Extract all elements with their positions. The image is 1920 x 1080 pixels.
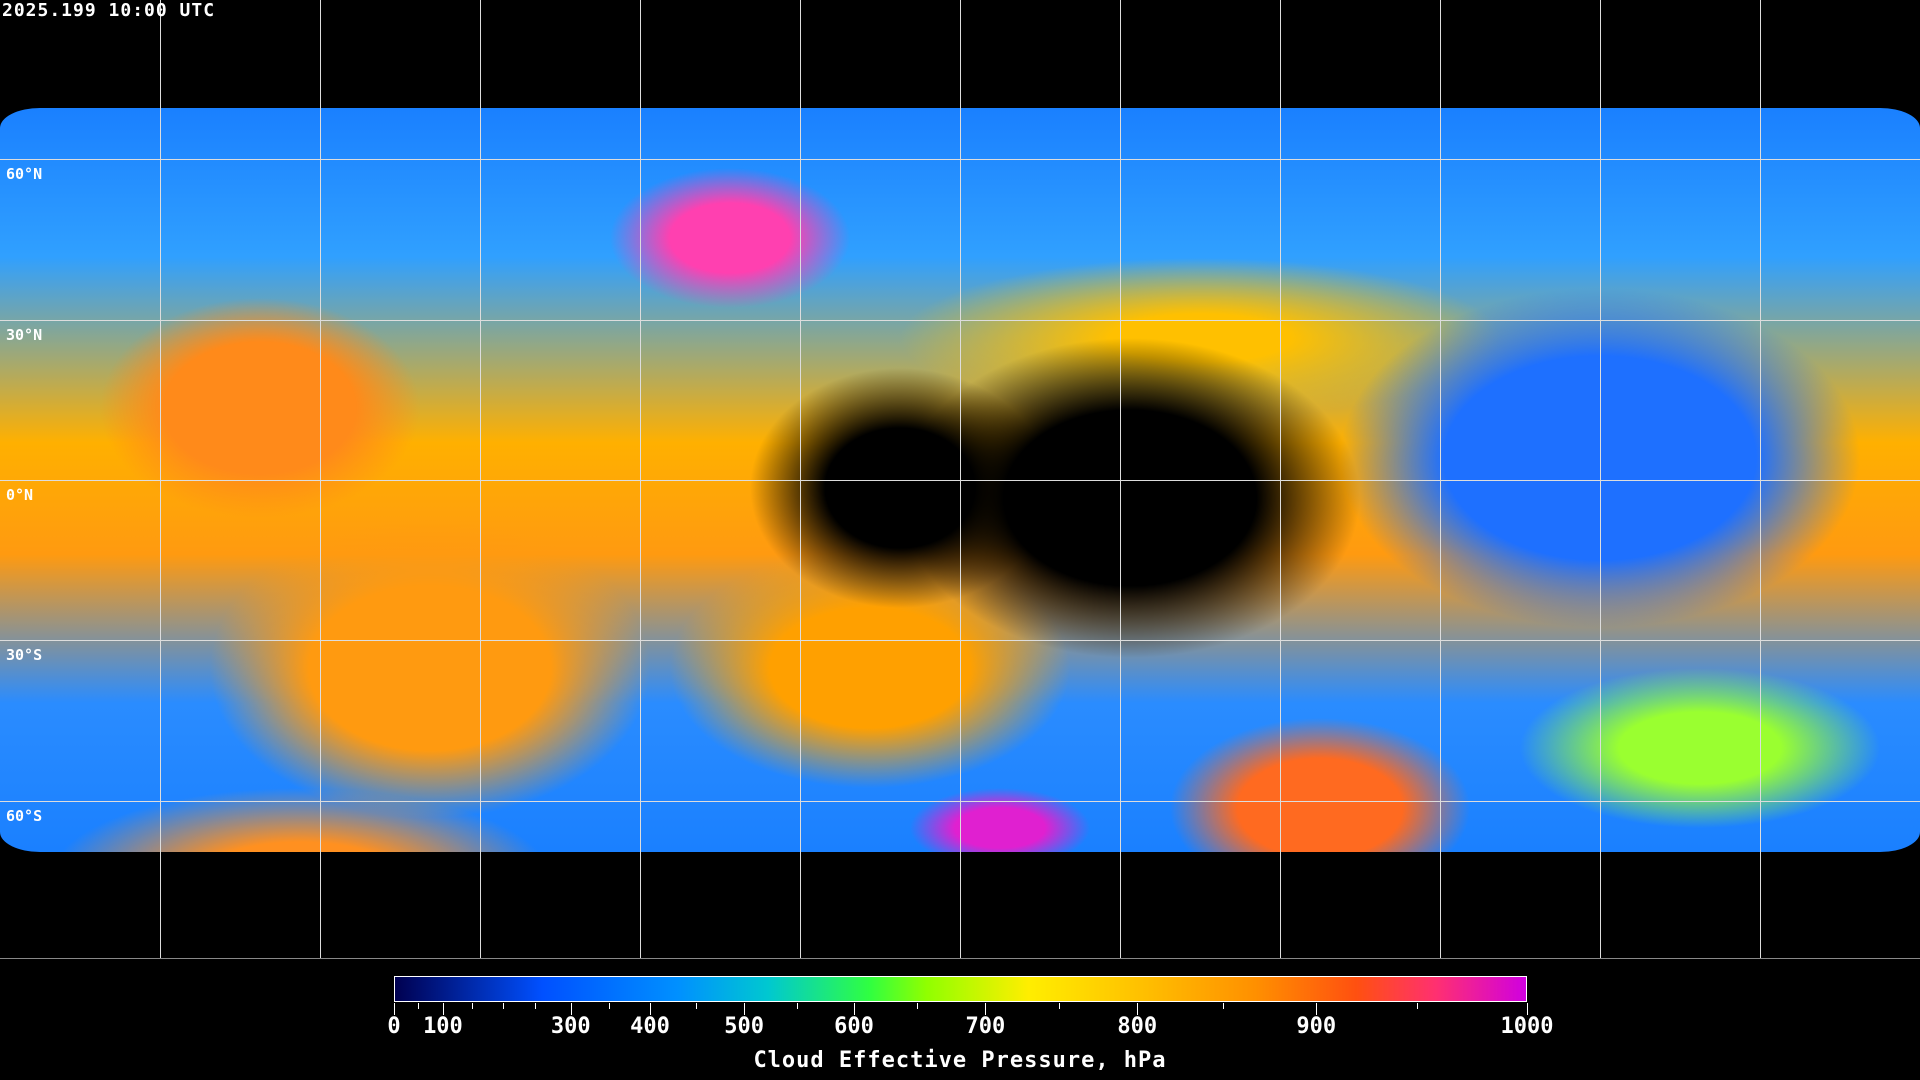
latitude-label: 30°S [6, 646, 43, 664]
parallel-line [0, 801, 1920, 802]
cloud-pressure-map: 60°N 30°N 0°N 30°S 60°S [0, 0, 1920, 959]
parallel-line [0, 159, 1920, 160]
major-tick [442, 1003, 444, 1015]
minor-tick [1058, 1003, 1060, 1009]
meridian-line [1280, 0, 1281, 958]
meridian-line [640, 0, 641, 958]
meridian-line [800, 0, 801, 958]
minor-tick [1223, 1003, 1225, 1009]
minor-tick [916, 1003, 918, 1009]
latitude-label: 60°S [6, 807, 43, 825]
colorbar [394, 976, 1527, 1002]
major-tick [744, 1003, 746, 1015]
meridian-line [1440, 0, 1441, 958]
parallel-line [0, 640, 1920, 641]
tick-label: 100 [423, 1014, 463, 1039]
tick-label: 300 [550, 1014, 591, 1039]
colorbar-title: Cloud Effective Pressure, hPa [753, 1048, 1167, 1073]
minor-tick [797, 1003, 799, 1009]
meridian-line [960, 0, 961, 958]
major-tick [853, 1003, 855, 1015]
tick-label: 0 [387, 1014, 401, 1039]
meridian-line [320, 0, 321, 958]
minor-tick [472, 1003, 474, 1009]
timestamp: 2025.199 10:00 UTC [2, 0, 216, 21]
latitude-label: 60°N [6, 165, 43, 183]
tick-label: 900 [1296, 1014, 1337, 1039]
tick-label: 600 [834, 1014, 874, 1039]
major-tick [570, 1003, 572, 1015]
tick-label: 400 [630, 1014, 670, 1039]
meridian-line [480, 0, 481, 958]
meridian-line [1760, 0, 1761, 958]
minor-tick [608, 1003, 610, 1009]
major-tick [985, 1003, 987, 1015]
parallel-line [0, 480, 1920, 481]
minor-tick [418, 1003, 420, 1009]
minor-tick [696, 1003, 698, 1009]
meridian-line [160, 0, 161, 958]
major-tick [1137, 1003, 1139, 1015]
meridian-line [1600, 0, 1601, 958]
major-tick [1316, 1003, 1318, 1015]
major-tick [394, 1003, 395, 1015]
tick-label: 1000 [1500, 1014, 1554, 1039]
parallel-line [0, 320, 1920, 321]
major-tick [1527, 1003, 1528, 1015]
latitude-label: 30°N [6, 326, 43, 344]
minor-tick [503, 1003, 505, 1009]
minor-tick [534, 1003, 536, 1009]
tick-label: 700 [965, 1014, 1006, 1039]
tick-label: 800 [1117, 1014, 1158, 1039]
minor-tick [1416, 1003, 1418, 1009]
tick-label: 500 [724, 1014, 764, 1039]
meridian-line [1120, 0, 1121, 958]
latitude-label: 0°N [6, 486, 34, 504]
major-tick [650, 1003, 652, 1015]
